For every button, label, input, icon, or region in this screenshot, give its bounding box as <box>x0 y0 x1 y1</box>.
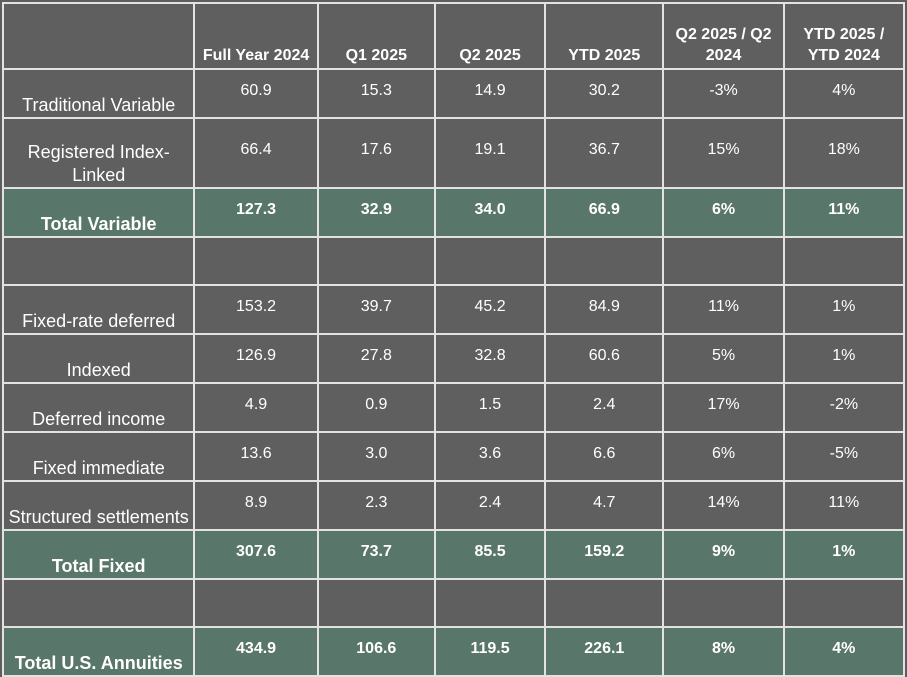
table-row: Indexed 126.9 27.8 32.8 60.6 5% 1% <box>1 333 906 384</box>
table-row: Fixed-rate deferred 153.2 39.7 45.2 84.9 11% 1… <box>1 284 906 335</box>
row-label: Total Fixed <box>1 529 196 580</box>
cell: 17% <box>662 382 785 433</box>
column-header: YTD 2025 <box>544 2 665 70</box>
row-label: Indexed <box>1 333 196 384</box>
cell: 84.9 <box>544 284 665 335</box>
cell: 60.9 <box>193 68 319 119</box>
cell: 11% <box>782 480 906 531</box>
cell: 1.5 <box>433 382 547 433</box>
column-header: Q2 2025 / Q2 2024 <box>662 2 785 70</box>
row-label: Fixed-rate deferred <box>1 284 196 335</box>
table-row: Total Fixed 307.6 73.7 85.5 159.2 9% 1% <box>1 529 906 580</box>
cell: 4% <box>782 68 906 119</box>
cell: 119.5 <box>433 626 547 677</box>
table-row: Fixed immediate 13.6 3.0 3.6 6.6 6% -5% <box>1 431 906 482</box>
cell: 159.2 <box>544 529 665 580</box>
cell: -2% <box>782 382 906 433</box>
row-label: Fixed immediate <box>1 431 196 482</box>
cell: 60.6 <box>544 333 665 384</box>
section: Traditional Variable 60.9 15.3 14.9 30.2 -3% 4… <box>1 68 906 238</box>
cell: 14% <box>662 480 785 531</box>
table-row: Deferred income 4.9 0.9 1.5 2.4 17% -2% <box>1 382 906 433</box>
cell: 66.4 <box>193 117 319 189</box>
cell: 5% <box>662 333 785 384</box>
cell: 2.4 <box>544 382 665 433</box>
cell: 18% <box>782 117 906 189</box>
cell: 6.6 <box>544 431 665 482</box>
row-label: Registered Index-Linked <box>1 117 196 189</box>
cell: 153.2 <box>193 284 319 335</box>
cell: 1% <box>782 333 906 384</box>
cell: 2.3 <box>316 480 436 531</box>
cell: -3% <box>662 68 785 119</box>
cell: 6% <box>662 431 785 482</box>
cell: 6% <box>662 187 785 238</box>
cell: 226.1 <box>544 626 665 677</box>
cell: 34.0 <box>433 187 547 238</box>
row-label: Traditional Variable <box>1 68 196 119</box>
spacer <box>1 578 906 628</box>
cell: 8.9 <box>193 480 319 531</box>
row-label: Deferred income <box>1 382 196 433</box>
cell: 2.4 <box>433 480 547 531</box>
spacer <box>1 236 906 286</box>
cell: 3.6 <box>433 431 547 482</box>
cell: 8% <box>662 626 785 677</box>
cell: -5% <box>782 431 906 482</box>
cell: 17.6 <box>316 117 436 189</box>
cell: 27.8 <box>316 333 436 384</box>
row-label: Total Variable <box>1 187 196 238</box>
cell: 11% <box>662 284 785 335</box>
table-row: Total U.S. Annuities 434.9 106.6 119.5 226.1… <box>1 626 906 677</box>
cell: 39.7 <box>316 284 436 335</box>
cell: 4.9 <box>193 382 319 433</box>
column-header: YTD 2025 / YTD 2024 <box>782 2 906 70</box>
column-header: Full Year 2024 <box>193 2 319 70</box>
cell: 307.6 <box>193 529 319 580</box>
cell: 106.6 <box>316 626 436 677</box>
cell: 32.8 <box>433 333 547 384</box>
row-label: Total U.S. Annuities <box>1 626 196 677</box>
cell: 4.7 <box>544 480 665 531</box>
cell: 9% <box>662 529 785 580</box>
cell: 3.0 <box>316 431 436 482</box>
table-row: Registered Index-Linked 66.4 17.6 19.1 36.7 1… <box>1 117 906 189</box>
cell: 85.5 <box>433 529 547 580</box>
column-header: Q1 2025 <box>316 2 436 70</box>
cell: 13.6 <box>193 431 319 482</box>
table-row: Structured settlements 8.9 2.3 2.4 4.7 14% 11% <box>1 480 906 531</box>
cell: 36.7 <box>544 117 665 189</box>
cell: 19.1 <box>433 117 547 189</box>
table-row: Traditional Variable 60.9 15.3 14.9 30.2 -3% 4… <box>1 68 906 119</box>
cell: 30.2 <box>544 68 665 119</box>
cell: 0.9 <box>316 382 436 433</box>
cell: 73.7 <box>316 529 436 580</box>
cell: 127.3 <box>193 187 319 238</box>
cell: 4% <box>782 626 906 677</box>
row-label: Structured settlements <box>1 480 196 531</box>
cell: 11% <box>782 187 906 238</box>
cell: 66.9 <box>544 187 665 238</box>
corner-cell <box>1 2 196 70</box>
cell: 32.9 <box>316 187 436 238</box>
cell: 434.9 <box>193 626 319 677</box>
header-row: Full Year 2024 Q1 2025 Q2 2025 YTD 2025 Q2 2… <box>1 2 906 70</box>
cell: 15% <box>662 117 785 189</box>
section: Fixed-rate deferred 153.2 39.7 45.2 84.9 11% 1… <box>1 284 906 580</box>
table-row: Total Variable 127.3 32.9 34.0 66.9 6% 11% <box>1 187 906 238</box>
cell: 1% <box>782 529 906 580</box>
cell: 14.9 <box>433 68 547 119</box>
cell: 15.3 <box>316 68 436 119</box>
cell: 126.9 <box>193 333 319 384</box>
section: Total U.S. Annuities 434.9 106.6 119.5 226.1… <box>1 626 906 677</box>
cell: 45.2 <box>433 284 547 335</box>
column-header: Q2 2025 <box>433 2 547 70</box>
cell: 1% <box>782 284 906 335</box>
